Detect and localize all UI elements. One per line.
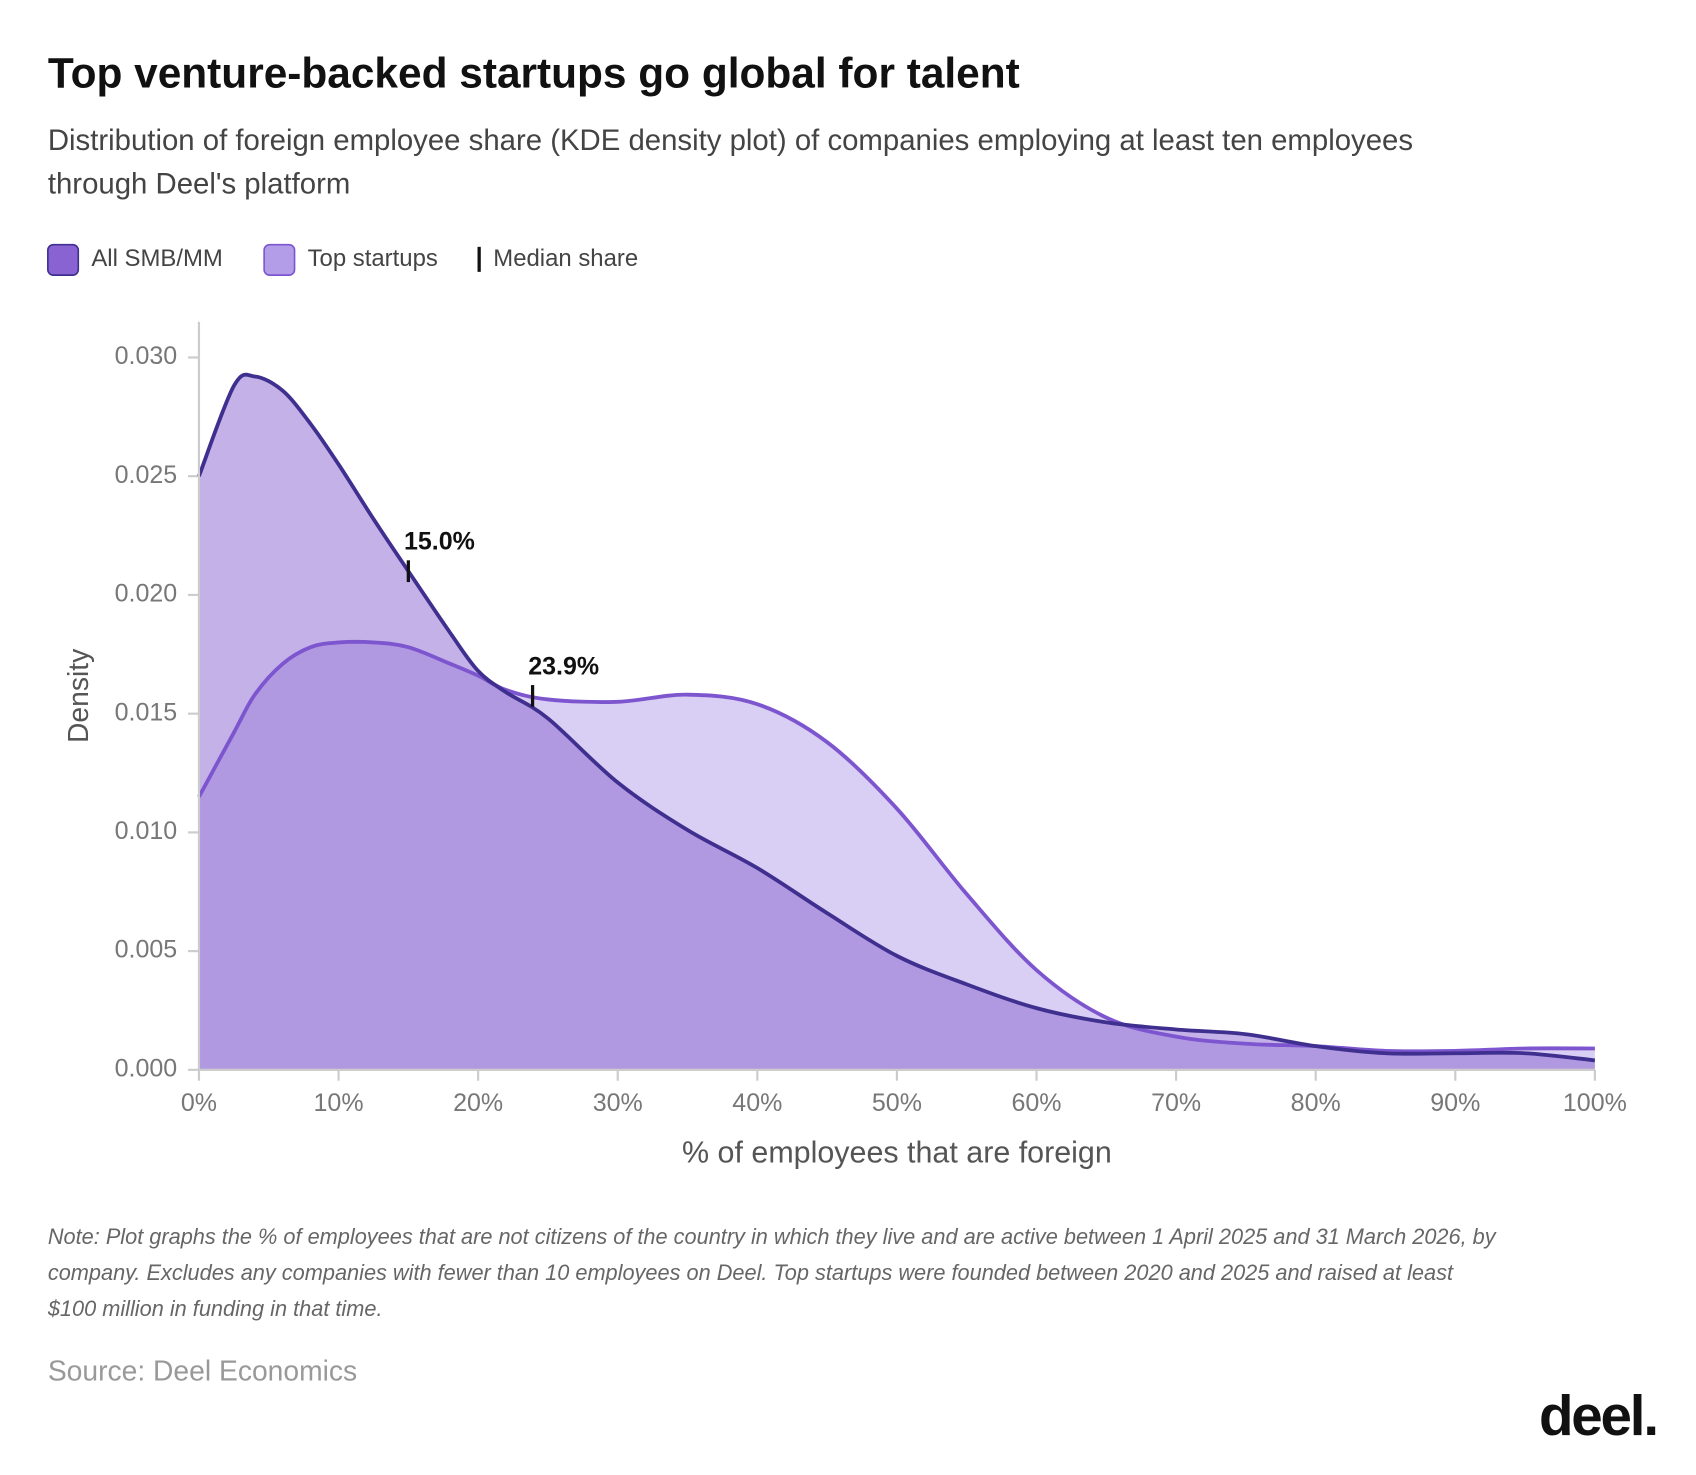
legend-label: Top startups [308, 245, 438, 272]
density-line [197, 372, 1596, 1063]
y-axis-label: Density [62, 648, 94, 743]
y-tick-label: 0.020 [115, 580, 178, 608]
x-tick-label: 80% [1291, 1089, 1341, 1117]
x-axis-label: % of employees that are foreign [682, 1136, 1112, 1170]
x-tick-label: 60% [1011, 1089, 1061, 1117]
legend-label: Median share [493, 245, 638, 272]
note: Note: Plot graphs the % of employees tha… [48, 1224, 1497, 1249]
y-tick-label: 0.000 [115, 1054, 178, 1082]
x-tick-label: 90% [1430, 1089, 1480, 1117]
x-tick-label: 0% [181, 1089, 217, 1117]
x-tick-label: 100% [1563, 1089, 1627, 1117]
subtitle: Distribution of foreign employee share (… [48, 124, 1413, 157]
note: company. Excludes any companies with few… [48, 1260, 1454, 1285]
note: $100 million in funding in that time. [47, 1296, 383, 1321]
legend-swatch [47, 243, 80, 276]
logo: deel. [1539, 1384, 1657, 1447]
x-tick-label: 10% [314, 1089, 364, 1117]
y-tick-label: 0.005 [115, 936, 178, 964]
y-tick-label: 0.015 [115, 698, 178, 726]
source: Source: Deel Economics [48, 1355, 357, 1387]
legend-swatch [263, 243, 296, 276]
median-label: 23.9% [528, 652, 599, 680]
x-tick-label: 30% [593, 1089, 643, 1117]
median-label: 15.0% [404, 528, 475, 556]
y-tick-label: 0.025 [115, 461, 178, 489]
chart-title: Top venture-backed startups go global fo… [48, 49, 1020, 96]
subtitle: through Deel's platform [48, 168, 350, 201]
y-tick-label: 0.030 [115, 342, 178, 370]
area [198, 374, 1595, 1070]
x-tick-label: 20% [453, 1089, 503, 1117]
x-tick-label: 40% [732, 1089, 782, 1117]
x-tick-label: 70% [1151, 1089, 1201, 1117]
x-tick-label: 50% [872, 1089, 922, 1117]
legend-label: All SMB/MM [91, 245, 222, 272]
y-tick-label: 0.010 [115, 817, 178, 845]
